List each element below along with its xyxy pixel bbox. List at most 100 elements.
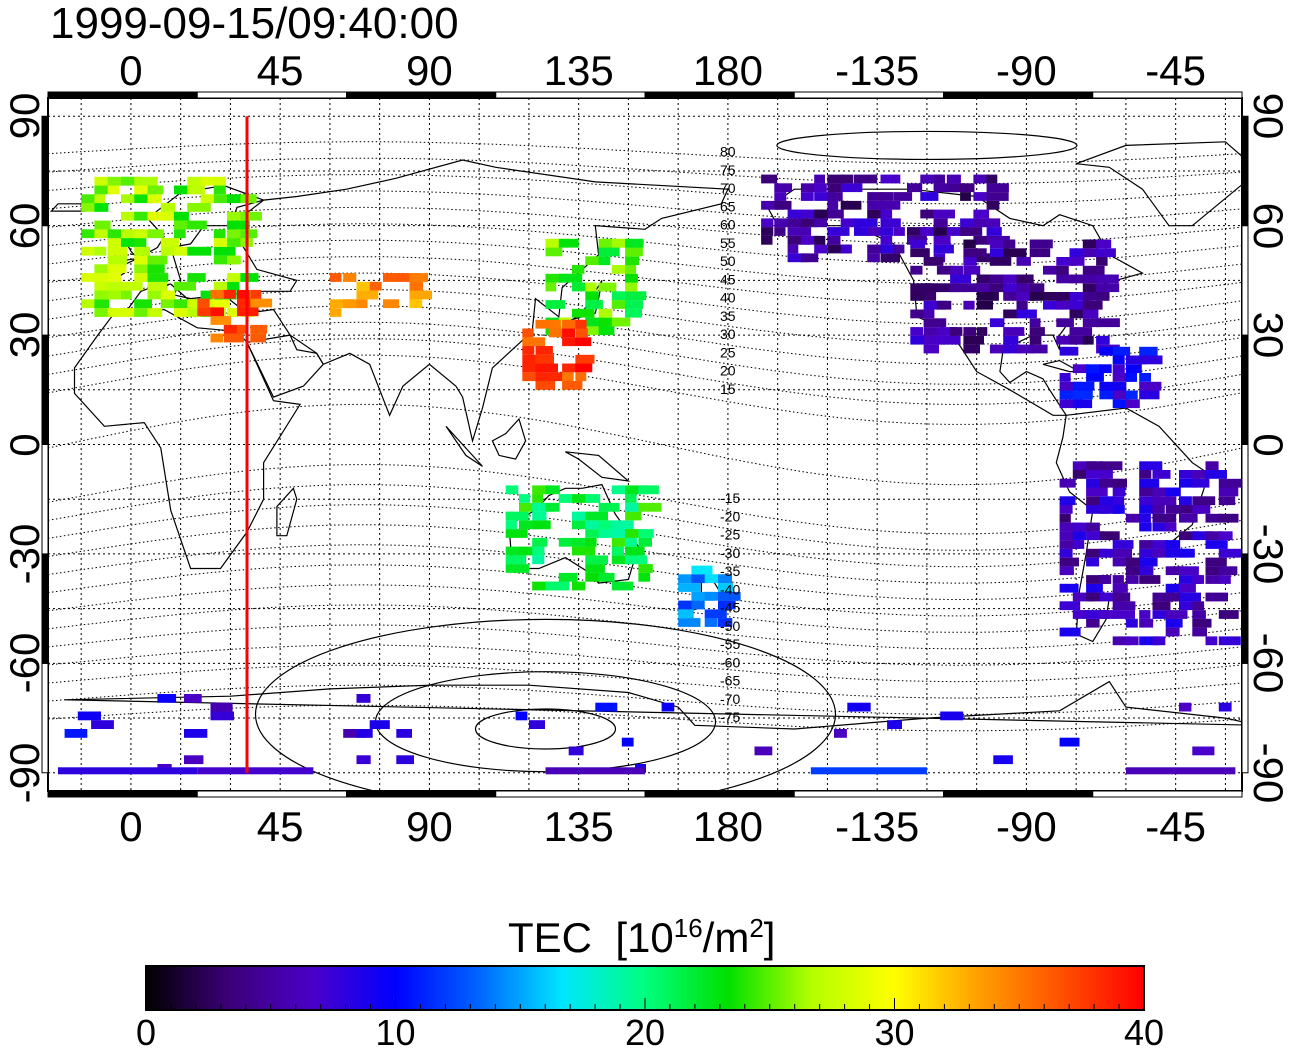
tec-cell xyxy=(535,354,554,364)
tec-cell xyxy=(814,244,828,254)
tec-cell xyxy=(814,218,828,228)
tec-cell xyxy=(1112,478,1127,488)
tec-cell xyxy=(575,319,587,329)
tec-cell xyxy=(77,711,101,721)
tick-label: 90 xyxy=(406,47,453,94)
tec-cell xyxy=(1179,505,1202,514)
tec-cell xyxy=(973,218,992,228)
plot-title: 1999-09-15/09:40:00 xyxy=(50,0,459,48)
tec-cell xyxy=(910,335,933,345)
tec-cell xyxy=(1059,627,1081,637)
tec-cell xyxy=(240,273,259,282)
tec-cell xyxy=(993,755,1013,765)
tec-cell xyxy=(94,264,117,274)
tec-cell xyxy=(1165,583,1180,593)
tec-cell xyxy=(572,520,590,530)
tec-cell xyxy=(880,209,893,219)
tec-cell xyxy=(1086,610,1109,619)
tec-cell xyxy=(1152,487,1172,497)
tec-cell xyxy=(1179,478,1197,488)
tec-cell xyxy=(548,319,561,329)
tec-cell xyxy=(1205,566,1225,576)
coastline xyxy=(222,159,729,444)
tec-cell xyxy=(1152,592,1175,602)
tec-cell xyxy=(960,218,982,228)
tec-cell xyxy=(1099,496,1116,506)
tec-cell xyxy=(691,591,715,601)
tec-cell xyxy=(240,229,258,239)
tec-cell xyxy=(847,702,871,712)
tick-label: 30 xyxy=(1245,311,1292,359)
tec-cells xyxy=(57,174,1242,775)
tec-cell xyxy=(880,174,901,184)
tec-cell xyxy=(107,273,121,282)
tec-cell xyxy=(960,192,971,201)
tec-cell xyxy=(107,246,128,256)
tec-cell xyxy=(1069,274,1085,284)
tec-cell xyxy=(81,273,102,282)
south-pole-contour-wide xyxy=(254,618,837,791)
tec-cell xyxy=(1112,364,1125,374)
tec-cell xyxy=(989,344,1011,354)
tec-cell xyxy=(94,194,106,204)
tec-cell xyxy=(1112,575,1124,584)
tec-cell xyxy=(1179,566,1199,576)
tec-cell xyxy=(625,555,648,565)
tec-cell xyxy=(505,511,529,521)
tec-cell xyxy=(611,265,634,274)
tec-cell xyxy=(827,235,841,245)
frame-segment xyxy=(644,790,795,798)
tec-cell xyxy=(1179,496,1192,506)
tick-label: -90 xyxy=(996,803,1057,850)
south-pole-contour-inner xyxy=(474,708,617,750)
tec-cell xyxy=(1086,557,1100,567)
tec-cell xyxy=(396,755,414,765)
tec-cell xyxy=(200,176,218,186)
colorbar-title-label: TEC xyxy=(508,914,592,961)
tec-cell xyxy=(94,220,111,230)
tec-cell xyxy=(505,564,530,573)
tec-cell xyxy=(691,565,713,575)
tec-cell xyxy=(704,574,727,584)
tec-cell xyxy=(704,618,718,627)
tec-cell xyxy=(1016,309,1037,319)
tec-cell xyxy=(1218,513,1239,523)
tec-cell xyxy=(1099,505,1120,514)
tec-cell xyxy=(356,299,368,309)
tec-cell xyxy=(223,333,244,343)
tec-cell xyxy=(1096,318,1120,328)
tec-cell xyxy=(1139,381,1162,391)
tec-cell xyxy=(409,290,432,300)
tec-cell xyxy=(1192,610,1206,619)
tec-cell xyxy=(147,185,164,195)
tick-label: -90 xyxy=(996,47,1057,94)
tec-cell xyxy=(827,174,845,184)
tec-cell xyxy=(1139,390,1160,400)
tec-cell xyxy=(950,274,972,284)
tec-cell xyxy=(1082,309,1099,319)
tec-cell xyxy=(880,235,893,245)
frame-segment xyxy=(47,790,198,798)
tec-cell xyxy=(611,300,629,309)
tec-cell xyxy=(572,265,585,274)
tec-cell xyxy=(250,324,268,334)
tec-cell xyxy=(94,185,111,195)
tec-cell xyxy=(1139,355,1163,365)
tec-cell xyxy=(1059,601,1081,611)
contour-label: 30 xyxy=(720,326,736,342)
tick-label: -30 xyxy=(1,523,48,585)
tec-cell xyxy=(210,289,227,299)
tec-cell xyxy=(174,220,191,230)
frame-segment xyxy=(1092,790,1243,798)
coastline xyxy=(445,425,483,467)
tec-cell xyxy=(1059,737,1080,747)
tec-cell xyxy=(933,183,958,193)
tec-cell xyxy=(1003,248,1027,258)
tec-cell xyxy=(718,574,732,584)
tec-cell xyxy=(933,218,948,228)
frame-segment xyxy=(41,115,49,227)
tec-cell xyxy=(910,283,933,293)
tec-cell xyxy=(989,248,1009,258)
tec-cell xyxy=(787,235,810,245)
tec-cell xyxy=(227,238,242,247)
